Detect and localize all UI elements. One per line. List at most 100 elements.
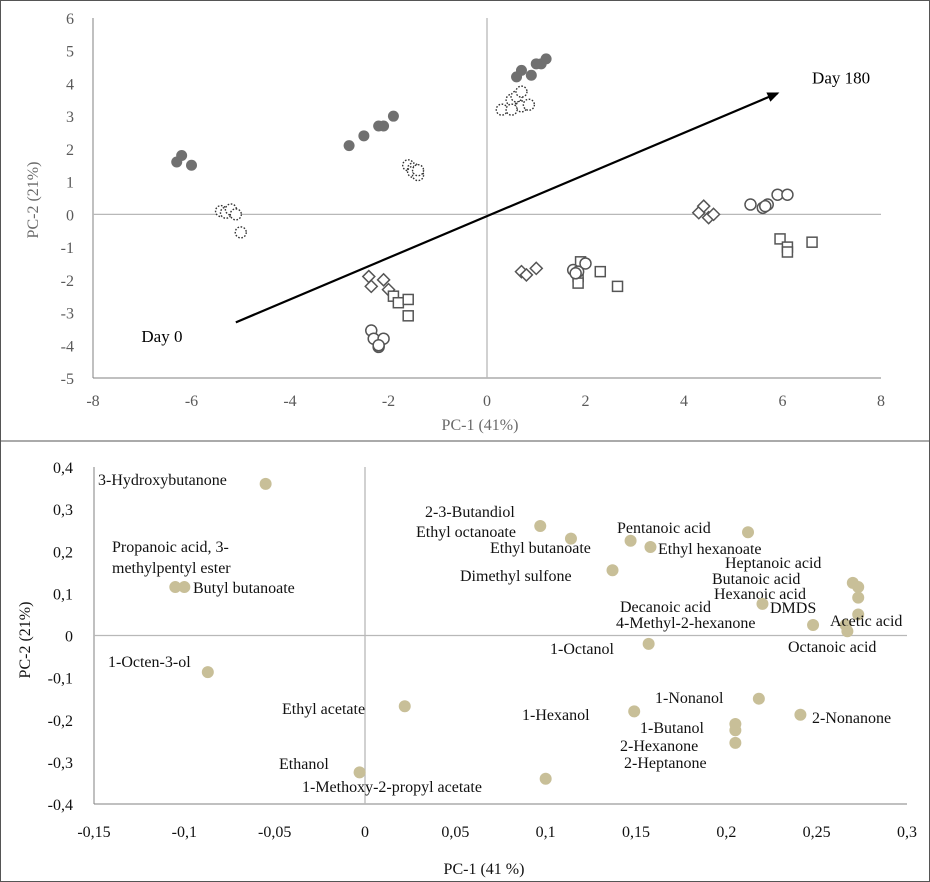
score-point-open-diamond — [696, 199, 711, 214]
loading-point-label: 3-Hydroxybutanone — [98, 472, 227, 489]
loading-plot-x-tick-label: 0,1 — [536, 824, 556, 841]
score-plot-y-tick-label: -3 — [61, 306, 74, 323]
loading-plot-y-tick-label: 0 — [65, 629, 73, 646]
loading-plot-y-tick-label: 0,3 — [53, 502, 73, 519]
loading-point-label: DMDS — [770, 600, 816, 617]
loading-plot-y-tick-label: -0,3 — [48, 755, 73, 772]
score-point-open-square — [774, 233, 786, 245]
loading-point — [564, 532, 577, 545]
loading-point-label: Butanoic acid — [712, 571, 800, 588]
loading-point — [606, 564, 619, 577]
score-plot-y-tick-label: 1 — [66, 175, 74, 192]
loading-point — [353, 766, 366, 779]
loading-plot-x-axis-label: PC-1 (41 %) — [444, 861, 525, 878]
day-180-annotation: Day 180 — [812, 68, 870, 87]
score-point-filled-circle — [387, 110, 399, 122]
loading-point-label: Acetic acid — [830, 613, 902, 630]
score-point-filled-circle — [186, 159, 197, 171]
loading-point-label: 1-Hexanol — [522, 707, 590, 724]
loading-point-label: Ethyl acetate — [282, 701, 365, 718]
score-point-open-diamond — [376, 272, 391, 287]
loading-point — [852, 591, 865, 604]
loading-plot-x-tick-label: 0,2 — [716, 824, 736, 841]
loading-point-label: Octanoic acid — [788, 639, 876, 656]
loading-point — [729, 736, 742, 749]
loading-point-label: 1-Butanol — [640, 720, 705, 737]
score-plot-y-tick-label: -5 — [61, 371, 74, 388]
loading-plot-y-tick-label: 0,1 — [53, 586, 73, 603]
loading-point-label: 4-Methyl-2-hexanone — [616, 615, 756, 632]
loading-plot: PC-1 (41 %) PC-2 (21%) -0,15 -0,1 -0,05 0 0,… — [17, 460, 917, 878]
score-point-open-circle — [372, 339, 385, 352]
score-point-open-square — [402, 310, 414, 322]
score-point-dotted-circle — [229, 208, 243, 221]
loading-point — [259, 477, 272, 490]
loading-point-label: 1-Nonanol — [655, 690, 724, 707]
score-plot-x-tick-label: -2 — [382, 393, 395, 410]
score-point-dotted-circle — [505, 103, 518, 116]
loading-point — [624, 534, 637, 547]
score-point-open-square — [806, 236, 818, 248]
score-point-open-square — [594, 265, 607, 278]
loading-point — [201, 666, 214, 679]
loading-point — [642, 637, 655, 650]
loading-point — [398, 700, 411, 713]
loading-point-label: Decanoic acid — [620, 599, 711, 616]
loading-plot-y-tick-label: -0,2 — [48, 713, 73, 730]
loading-point-label: Ethanol — [279, 756, 329, 773]
loading-point — [841, 625, 854, 638]
loading-point-label: 2-Nonanone — [812, 710, 891, 727]
loading-point — [852, 608, 865, 621]
loading-plot-y-tick-label: 0,2 — [53, 544, 73, 561]
loading-point-label: 2-Hexanone — [620, 738, 698, 755]
loading-point — [539, 772, 552, 785]
loading-point — [807, 618, 820, 631]
score-plot-x-axis-label: PC-1 (41%) — [442, 417, 519, 434]
loading-point-label: Ethyl octanoate — [416, 524, 516, 541]
loading-plot-y-tick-label: 0,4 — [53, 460, 73, 477]
score-plot-y-axis-label: PC-2 (21%) — [25, 162, 42, 239]
loading-point — [756, 597, 769, 610]
score-point-filled-circle — [378, 120, 390, 132]
loading-point-label: Ethyl butanoate — [490, 540, 591, 557]
score-plot-y-tick-label: -2 — [61, 273, 74, 290]
score-point-open-diamond — [529, 261, 544, 276]
loading-point-label: Pentanoic acid — [617, 520, 711, 537]
loading-point-label: 2-Heptanone — [624, 755, 707, 772]
score-point-open-circle — [569, 267, 582, 280]
loading-point — [852, 581, 865, 594]
loading-point — [729, 724, 742, 737]
loading-point-label: Ethyl hexanoate — [658, 541, 762, 558]
score-plot-y-tick-label: 3 — [66, 109, 74, 126]
score-plot-y-tick-label: 4 — [66, 76, 74, 93]
loading-point-label: Heptanoic acid — [725, 555, 821, 572]
score-plot-y-tick-label: 5 — [66, 44, 74, 61]
score-plot-x-tick-label: -6 — [185, 393, 198, 410]
score-plot-y-tick-label: 0 — [66, 207, 74, 224]
loading-point-label: 1-Methoxy-2-propyl acetate — [302, 779, 482, 796]
loading-plot-x-tick-label: 0 — [361, 824, 369, 841]
score-point-open-square — [611, 280, 624, 293]
score-point-open-circle — [759, 199, 772, 213]
score-point-dotted-circle — [234, 226, 247, 239]
loading-point-label: Hexanoic acid — [714, 586, 806, 603]
loading-point — [742, 526, 755, 539]
loading-point — [534, 519, 547, 532]
score-point-filled-circle — [358, 130, 370, 142]
score-plot-y-tick-label: 6 — [66, 11, 74, 28]
loading-plot-x-tick-label: 0,15 — [622, 824, 650, 841]
loading-point-label: Butyl butanoate — [193, 580, 295, 597]
score-point-open-square — [781, 246, 794, 258]
score-point-open-circle — [781, 188, 794, 201]
loading-point — [628, 705, 641, 718]
score-point-filled-circle — [515, 64, 527, 76]
loading-point-label: 1-Octen-3-ol — [108, 654, 191, 671]
day-0-annotation: Day 0 — [141, 327, 182, 346]
score-plot-x-tick-label: 2 — [582, 393, 590, 410]
loading-plot-x-tick-label: 0,3 — [897, 824, 917, 841]
loading-plot-y-tick-label: -0,4 — [48, 797, 73, 814]
time-trend-arrow — [235, 92, 780, 324]
score-point-open-diamond — [364, 279, 379, 294]
score-plot-x-tick-label: 4 — [680, 393, 688, 410]
loading-point — [794, 708, 807, 721]
